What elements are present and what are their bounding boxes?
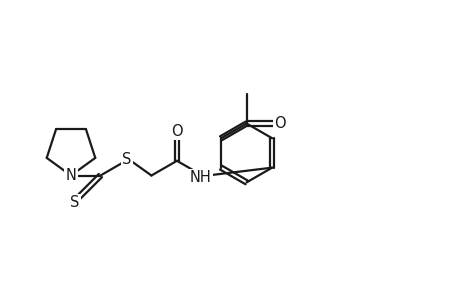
Text: NH: NH [189, 170, 211, 185]
Text: S: S [122, 152, 131, 167]
Text: O: O [274, 116, 285, 131]
Text: N: N [66, 168, 76, 183]
Text: S: S [70, 196, 79, 211]
Text: O: O [171, 124, 182, 139]
